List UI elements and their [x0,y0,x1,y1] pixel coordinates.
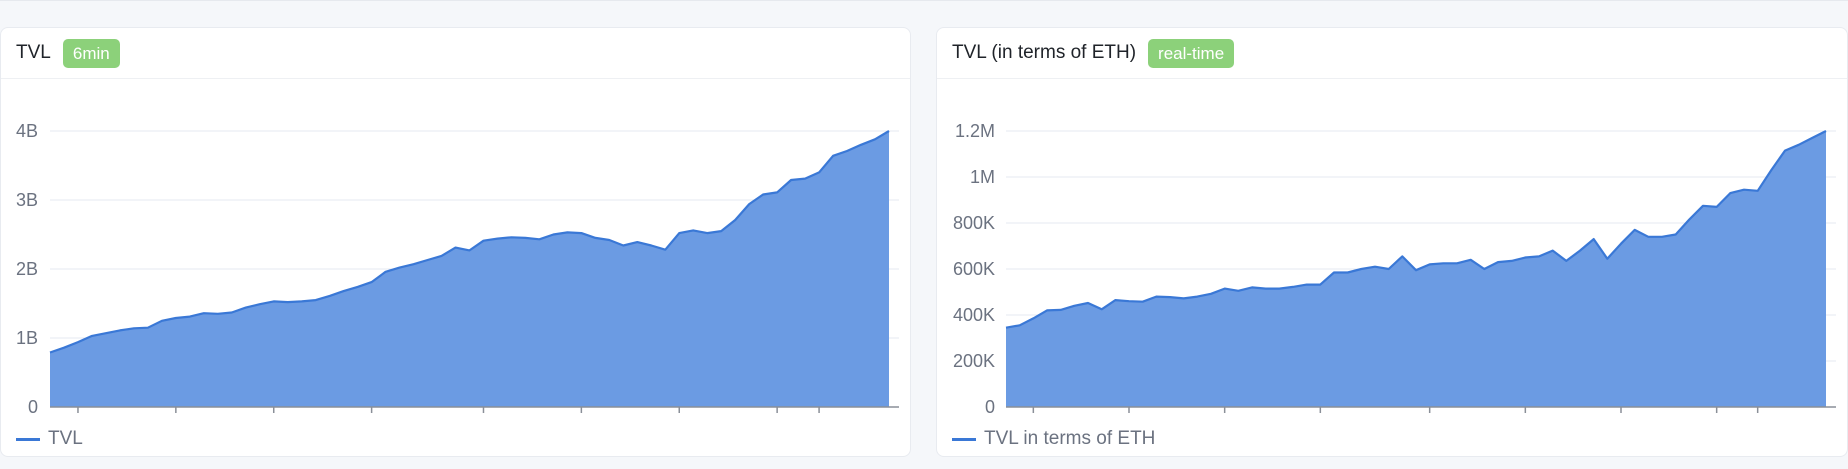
card-title: TVL (in terms of ETH) [952,42,1137,63]
y-tick-label: 800K [953,213,995,233]
tvl-card-header: TVL 6min [1,28,910,79]
x-tick-label: 15 [166,417,186,419]
y-tick-label: 200K [953,351,995,371]
x-tick-label: 15 [1119,417,1139,419]
x-tick-label: 22 [669,417,689,419]
tvl-eth-card: TVL (in terms of ETH) real-time 0 200K 400… [936,27,1848,457]
chart-legend[interactable]: TVL [16,428,83,450]
x-tick-label: Apr [804,417,835,419]
series-area [1006,131,1826,407]
x-tick-label: Apr [1742,417,1773,419]
y-tick-label: 3B [16,190,38,210]
chart-legend[interactable]: TVL in terms of ETH [952,428,1155,450]
y-tick-label: 1.2M [955,121,995,141]
series-area [50,131,889,407]
legend-label: TVL in terms of ETH [984,428,1156,449]
legend-line-swatch [16,437,40,441]
update-badge: 6min [62,38,120,68]
x-tick-label: 8 [478,417,488,419]
tvl-area-chart[interactable]: 0 1B 2B 3B 4B 8 15 22 Mar 8 15 22 29 Apr [1,79,912,419]
x-tick-label: 29 [767,417,787,419]
x-tick-label: 8 [73,417,83,419]
x-tick-label: 22 [264,417,284,419]
x-tick-label: 22 [1215,417,1235,419]
y-tick-label: 0 [28,397,38,417]
legend-line-swatch [952,437,976,441]
y-tick-label: 400K [953,305,995,325]
tvl-eth-card-header: TVL (in terms of ETH) real-time [937,28,1847,79]
series-line [49,130,890,354]
x-tick-label: 8 [1028,417,1038,419]
y-tick-label: 1B [16,328,38,348]
tvl-card: TVL 6min 0 1B 2B 3B 4B 8 15 22 Mar 8 15 22 29 Apr TVL [0,27,911,457]
card-title: TVL [16,42,51,63]
y-tick-label: 4B [16,121,38,141]
x-tick-label: 29 [1707,417,1727,419]
update-badge: real-time [1148,38,1235,68]
y-tick-label: 0 [985,397,995,417]
x-tick-label: 8 [1425,417,1435,419]
x-tick-label: Mar [1304,417,1336,419]
x-tick-label: Mar [356,417,388,419]
legend-label: TVL [48,428,83,449]
tvl-eth-area-chart[interactable]: 0 200K 400K 600K 800K 1M 1.2M 8 15 22 Mar 8 15 22 29 Ap… [937,79,1848,419]
y-tick-label: 2B [16,259,38,279]
y-tick-label: 1M [970,167,995,187]
top-divider [0,0,1848,1]
x-tick-label: 15 [1515,417,1535,419]
y-tick-label: 600K [953,259,995,279]
series-line [1005,130,1827,329]
x-tick-label: 15 [571,417,591,419]
x-tick-label: 22 [1611,417,1631,419]
